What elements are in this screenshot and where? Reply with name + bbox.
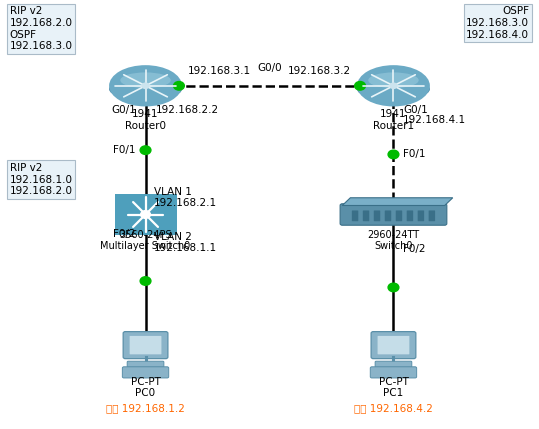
- FancyBboxPatch shape: [407, 211, 413, 221]
- Circle shape: [390, 83, 397, 88]
- Ellipse shape: [109, 65, 182, 106]
- FancyBboxPatch shape: [370, 367, 417, 378]
- Text: VLAN 2
192.168.1.1: VLAN 2 192.168.1.1: [154, 232, 217, 253]
- Text: F0/2: F0/2: [113, 229, 136, 239]
- Text: G0/0: G0/0: [257, 63, 282, 73]
- FancyBboxPatch shape: [130, 336, 162, 354]
- FancyBboxPatch shape: [385, 211, 391, 221]
- Text: F0/1: F0/1: [113, 145, 136, 155]
- Polygon shape: [342, 198, 453, 205]
- FancyBboxPatch shape: [375, 361, 412, 367]
- Ellipse shape: [109, 78, 182, 100]
- FancyBboxPatch shape: [396, 211, 402, 221]
- Text: G0/1: G0/1: [403, 105, 428, 115]
- FancyBboxPatch shape: [363, 211, 369, 221]
- Text: RIP v2
192.168.2.0
OSPF
192.168.3.0: RIP v2 192.168.2.0 OSPF 192.168.3.0: [10, 6, 73, 51]
- FancyBboxPatch shape: [352, 211, 358, 221]
- Ellipse shape: [120, 73, 171, 88]
- Circle shape: [140, 277, 151, 285]
- Text: F0/2: F0/2: [403, 244, 426, 254]
- Circle shape: [141, 211, 150, 218]
- Ellipse shape: [357, 78, 430, 100]
- Text: 192.168.3.1: 192.168.3.1: [188, 66, 251, 76]
- Text: PC-PT
PC1: PC-PT PC1: [378, 377, 409, 398]
- Circle shape: [174, 82, 184, 90]
- Text: 内网 192.168.1.2: 内网 192.168.1.2: [106, 403, 185, 413]
- Text: VLAN 1
192.168.2.1: VLAN 1 192.168.2.1: [154, 187, 217, 208]
- Ellipse shape: [357, 65, 430, 106]
- Text: 192.168.3.2: 192.168.3.2: [288, 66, 351, 76]
- Text: 外网 192.168.4.2: 外网 192.168.4.2: [354, 403, 433, 413]
- Text: RIP v2
192.168.1.0
192.168.2.0: RIP v2 192.168.1.0 192.168.2.0: [10, 163, 73, 196]
- FancyBboxPatch shape: [374, 211, 380, 221]
- Text: G0/1: G0/1: [111, 105, 136, 115]
- FancyBboxPatch shape: [371, 332, 416, 359]
- Circle shape: [140, 146, 151, 154]
- Text: PC-PT
PC0: PC-PT PC0: [130, 377, 161, 398]
- FancyBboxPatch shape: [123, 332, 168, 359]
- Text: F0/1: F0/1: [403, 149, 426, 160]
- Circle shape: [388, 283, 399, 292]
- FancyBboxPatch shape: [127, 361, 164, 367]
- Text: OSPF
192.168.3.0
192.168.4.0: OSPF 192.168.3.0 192.168.4.0: [466, 6, 529, 39]
- FancyBboxPatch shape: [429, 211, 435, 221]
- Text: 2960-24TT
Switch0: 2960-24TT Switch0: [368, 230, 419, 251]
- Circle shape: [142, 83, 149, 88]
- Text: 192.168.2.2: 192.168.2.2: [156, 105, 219, 115]
- FancyBboxPatch shape: [115, 194, 177, 235]
- FancyBboxPatch shape: [418, 211, 424, 221]
- Text: 1941
Router0: 1941 Router0: [125, 109, 166, 131]
- Text: 192.168.4.1: 192.168.4.1: [403, 115, 466, 125]
- Circle shape: [355, 82, 365, 90]
- Text: 3560-24PS
Multilayer Switch0: 3560-24PS Multilayer Switch0: [100, 230, 191, 251]
- Circle shape: [388, 150, 399, 159]
- FancyBboxPatch shape: [377, 336, 410, 354]
- FancyBboxPatch shape: [122, 367, 169, 378]
- Ellipse shape: [368, 73, 419, 88]
- Text: 1941
Router1: 1941 Router1: [373, 109, 414, 131]
- FancyBboxPatch shape: [340, 204, 447, 225]
